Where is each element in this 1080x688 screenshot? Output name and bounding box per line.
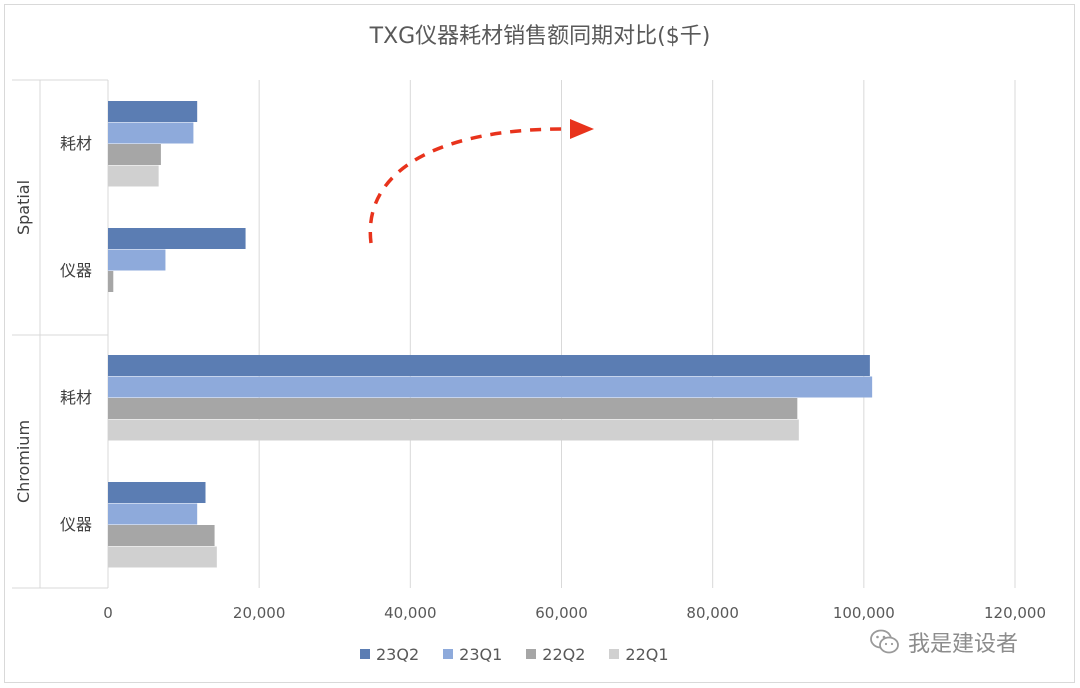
bar xyxy=(108,122,194,144)
bar xyxy=(108,398,798,419)
x-tick-label: 0 xyxy=(103,604,113,622)
bar xyxy=(108,419,799,441)
bar xyxy=(108,482,206,503)
bar xyxy=(108,249,166,271)
chart-legend: 23Q2 23Q1 22Q2 22Q1 xyxy=(360,642,669,666)
legend-swatch xyxy=(360,649,370,659)
chart-title: TXG仪器耗材销售额同期对比($千) xyxy=(369,24,711,49)
legend-label: 22Q2 xyxy=(542,644,586,664)
legend-label: 22Q1 xyxy=(625,644,669,664)
bar xyxy=(108,271,114,292)
category-label: 仪器 xyxy=(60,261,92,280)
x-tick-label: 40,000 xyxy=(384,604,437,622)
annotation-arrow-curve xyxy=(368,127,569,244)
group-label: Spatial xyxy=(14,180,33,235)
bar xyxy=(108,376,873,398)
legend-item: 22Q2 xyxy=(526,645,585,664)
bar xyxy=(108,228,246,249)
category-label: 仪器 xyxy=(60,515,92,534)
x-tick-label: 120,000 xyxy=(984,604,1046,622)
category-label: 耗材 xyxy=(60,388,92,407)
x-tick-label: 60,000 xyxy=(535,604,588,622)
bar xyxy=(108,525,215,546)
legend-label: 23Q1 xyxy=(459,644,503,664)
bar xyxy=(108,546,217,568)
watermark: 我是建设者 xyxy=(870,626,1018,658)
bar xyxy=(108,101,198,122)
wechat-icon xyxy=(870,629,899,654)
legend-swatch xyxy=(443,649,454,659)
legend-item: 23Q1 xyxy=(443,645,502,664)
x-tick-label: 100,000 xyxy=(833,604,895,622)
legend-swatch xyxy=(609,649,620,659)
legend-item: 22Q1 xyxy=(609,644,669,664)
group-label: Chromium xyxy=(14,420,33,503)
bar xyxy=(108,165,159,187)
bar xyxy=(108,503,198,525)
bar xyxy=(108,144,161,165)
bar xyxy=(108,355,870,376)
legend-label: 23Q2 xyxy=(376,644,420,664)
legend-swatch xyxy=(526,649,537,659)
annotation-arrow-head xyxy=(570,119,594,139)
x-tick-label: 80,000 xyxy=(686,604,739,622)
category-label: 耗材 xyxy=(60,134,92,153)
x-tick-label: 20,000 xyxy=(233,604,286,622)
watermark-text: 我是建设者 xyxy=(908,632,1019,657)
legend-item: 23Q2 xyxy=(360,645,419,664)
